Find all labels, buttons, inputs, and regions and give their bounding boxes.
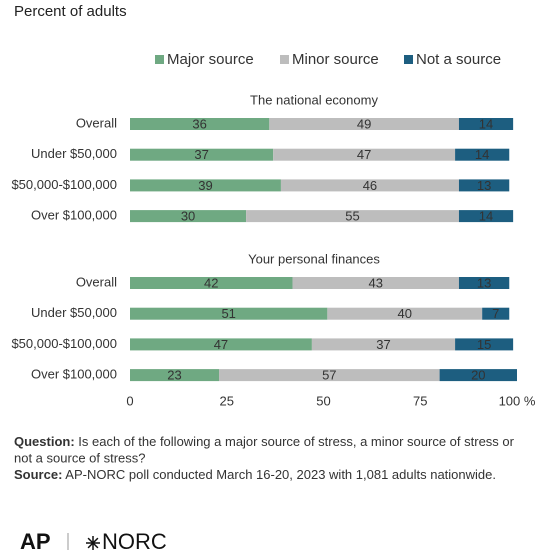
logo-star <box>87 537 99 549</box>
footer-text: AP-NORC poll conducted March 16-20, 2023… <box>62 467 496 482</box>
legend-label: Not a source <box>416 51 501 68</box>
bar-segment <box>458 118 514 130</box>
bar-segment <box>246 210 459 223</box>
logo: AP <box>20 529 51 550</box>
bar-segment <box>130 118 270 130</box>
value-label: 49 <box>357 116 371 131</box>
value-label: 37 <box>194 147 208 162</box>
footer-text: Is each of the following a major source … <box>75 434 515 449</box>
legend-swatch <box>280 55 289 64</box>
value-label: 14 <box>479 209 493 224</box>
y-tick-label: Overall <box>76 115 117 130</box>
footer-note: Question: Is each of the following a maj… <box>14 434 515 449</box>
y-tick-label: Overall <box>76 274 117 289</box>
bar-segment <box>219 369 440 382</box>
logo: NORC <box>102 529 167 550</box>
bar-segment <box>458 210 514 223</box>
footer-note: Source: AP-NORC poll conducted March 16-… <box>14 467 496 482</box>
legend-swatch <box>404 55 413 64</box>
value-label: 47 <box>214 337 228 352</box>
x-tick-label: 100 % <box>499 393 536 408</box>
chart-subtitle: Percent of adults <box>14 3 127 20</box>
bar-segment <box>458 277 510 289</box>
y-tick-label: $50,000-$100,000 <box>11 177 117 192</box>
x-tick-label: 25 <box>220 393 234 408</box>
value-label: 36 <box>192 116 206 131</box>
x-tick-label: 50 <box>316 393 330 408</box>
value-label: 14 <box>479 116 493 131</box>
value-label: 30 <box>181 209 195 224</box>
value-label: 7 <box>492 306 499 321</box>
bar-segment <box>458 179 510 192</box>
value-label: 23 <box>167 368 181 383</box>
bar-segment <box>273 148 456 161</box>
footer-label: Source: <box>14 467 62 482</box>
bar-segment <box>130 338 312 351</box>
y-tick-label: Over $100,000 <box>31 367 117 382</box>
value-label: 13 <box>477 275 491 290</box>
legend-label: Major source <box>167 51 254 68</box>
value-label: 40 <box>398 306 412 321</box>
y-tick-label: Under $50,000 <box>31 146 117 161</box>
legend-swatch <box>155 55 164 64</box>
value-label: 57 <box>322 368 336 383</box>
y-tick-label: $50,000-$100,000 <box>11 336 117 351</box>
bar-segment <box>482 307 510 320</box>
value-label: 55 <box>345 209 359 224</box>
footer-note: not a source of stress? <box>14 450 146 465</box>
value-label: 14 <box>475 147 489 162</box>
x-tick-label: 0 <box>126 393 133 408</box>
value-label: 15 <box>477 337 491 352</box>
bar-segment <box>311 338 456 351</box>
value-label: 20 <box>471 368 485 383</box>
value-label: 39 <box>198 178 212 193</box>
x-tick-label: 75 <box>413 393 427 408</box>
value-label: 47 <box>357 147 371 162</box>
y-tick-label: Under $50,000 <box>31 305 117 320</box>
bar-segment <box>130 210 247 223</box>
bar-segment <box>130 307 328 320</box>
value-label: 46 <box>363 178 377 193</box>
bar-segment <box>130 148 274 161</box>
value-label: 43 <box>369 275 383 290</box>
group-title: The national economy <box>250 92 378 107</box>
bar-segment <box>439 369 517 382</box>
bar-segment <box>130 369 220 382</box>
bar-segment <box>269 118 459 130</box>
bar-segment <box>327 307 483 320</box>
bar-segment <box>280 179 459 192</box>
group-title: Your personal finances <box>248 251 380 266</box>
footer-label: Question: <box>14 434 75 449</box>
value-label: 42 <box>204 275 218 290</box>
bar-segment <box>130 277 293 289</box>
bar-segment <box>455 338 514 351</box>
bar-segment <box>455 148 510 161</box>
value-label: 37 <box>376 337 390 352</box>
value-label: 51 <box>221 306 235 321</box>
y-tick-label: Over $100,000 <box>31 208 117 223</box>
bar-segment <box>130 179 281 192</box>
value-label: 13 <box>477 178 491 193</box>
bar-segment <box>292 277 459 289</box>
legend-label: Minor source <box>292 51 379 68</box>
